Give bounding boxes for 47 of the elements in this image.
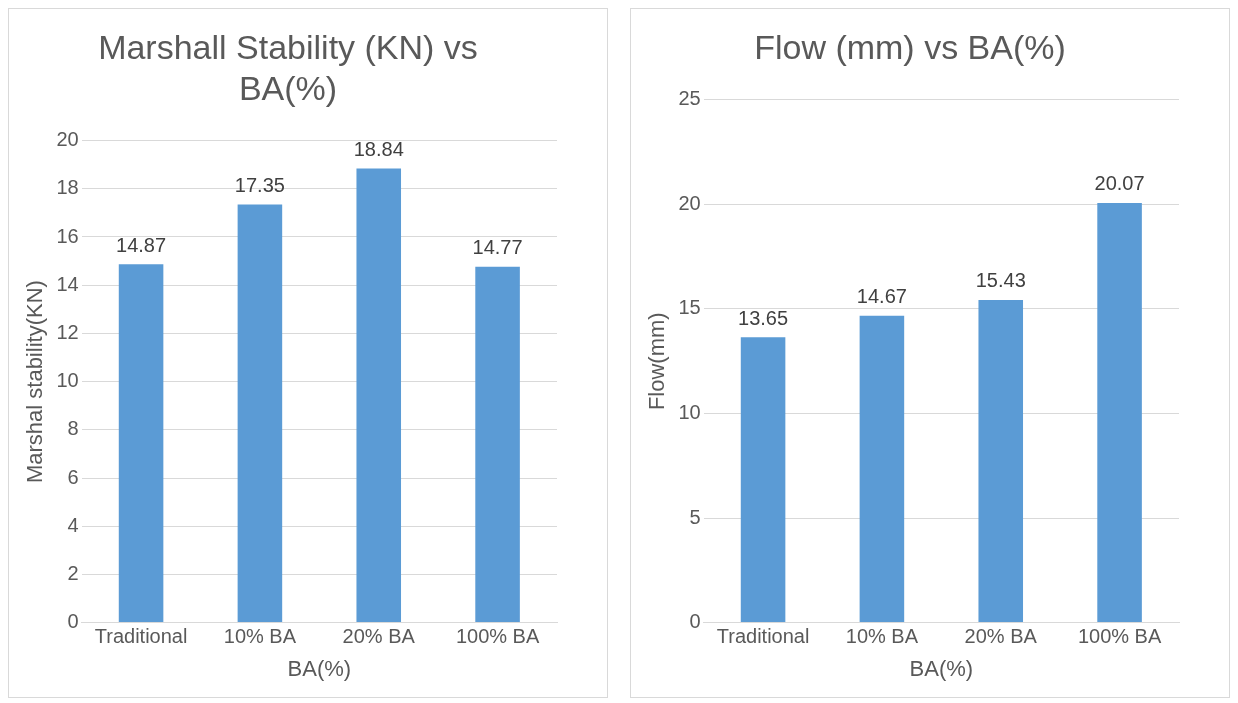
x-tick-label: 100% BA [455,625,540,648]
bar [740,337,786,623]
y-tick-label: 8 [67,417,79,440]
bar [237,204,283,623]
y-tick-label: 12 [56,320,79,343]
x-tick-label: 10% BA [223,625,297,648]
y-tick-label: 6 [67,465,79,488]
bar [118,264,164,623]
y-tick-label: 20 [678,191,701,214]
x-tick-label: 10% BA [845,625,919,648]
bar [356,168,402,623]
x-tick-label: 20% BA [964,625,1038,648]
y-tick-label: 14 [56,272,79,295]
data-label: 14.67 [856,285,907,308]
x-tick-label: Traditional [94,625,188,648]
y-tick-label: 10 [678,401,701,423]
y-tick-label: 20 [56,128,79,151]
y-tick-label: 15 [678,296,701,319]
y-tick-label: 5 [689,505,701,528]
y-tick-label: 25 [678,87,701,110]
data-label: 18.84 [353,138,404,161]
y-axis-title: Marshal stability(KN) [22,280,48,484]
data-label: 17.35 [234,173,285,196]
y-tick-label: 4 [67,513,79,536]
y-tick-label: 10 [56,369,79,392]
data-label: 13.65 [738,306,789,329]
data-label: 20.07 [1094,172,1145,195]
y-tick-label: 0 [689,610,701,633]
y-tick-label: 2 [67,561,79,584]
data-label: 14.77 [472,236,523,259]
y-tick-label: 18 [56,176,79,199]
data-label: 15.43 [975,269,1026,292]
bar [978,299,1024,623]
x-axis-title: BA(%) [287,655,352,681]
x-axis-title: BA(%) [909,655,974,681]
y-tick-label: 16 [56,224,79,247]
data-label: 14.87 [116,233,167,256]
chart-title: Flow (mm) vs BA(%) [754,27,1066,66]
bar [859,315,905,623]
bar [1097,202,1142,623]
x-tick-label: 20% BA [342,625,416,648]
x-tick-label: 100% BA [1077,625,1162,648]
x-tick-label: Traditional [716,625,810,648]
chart-title: Marshall Stability (KN) vs BA(%) [98,27,478,107]
y-tick-label: 0 [67,610,79,633]
y-axis-title: Flow(mm) [644,312,670,411]
bar [475,266,520,623]
